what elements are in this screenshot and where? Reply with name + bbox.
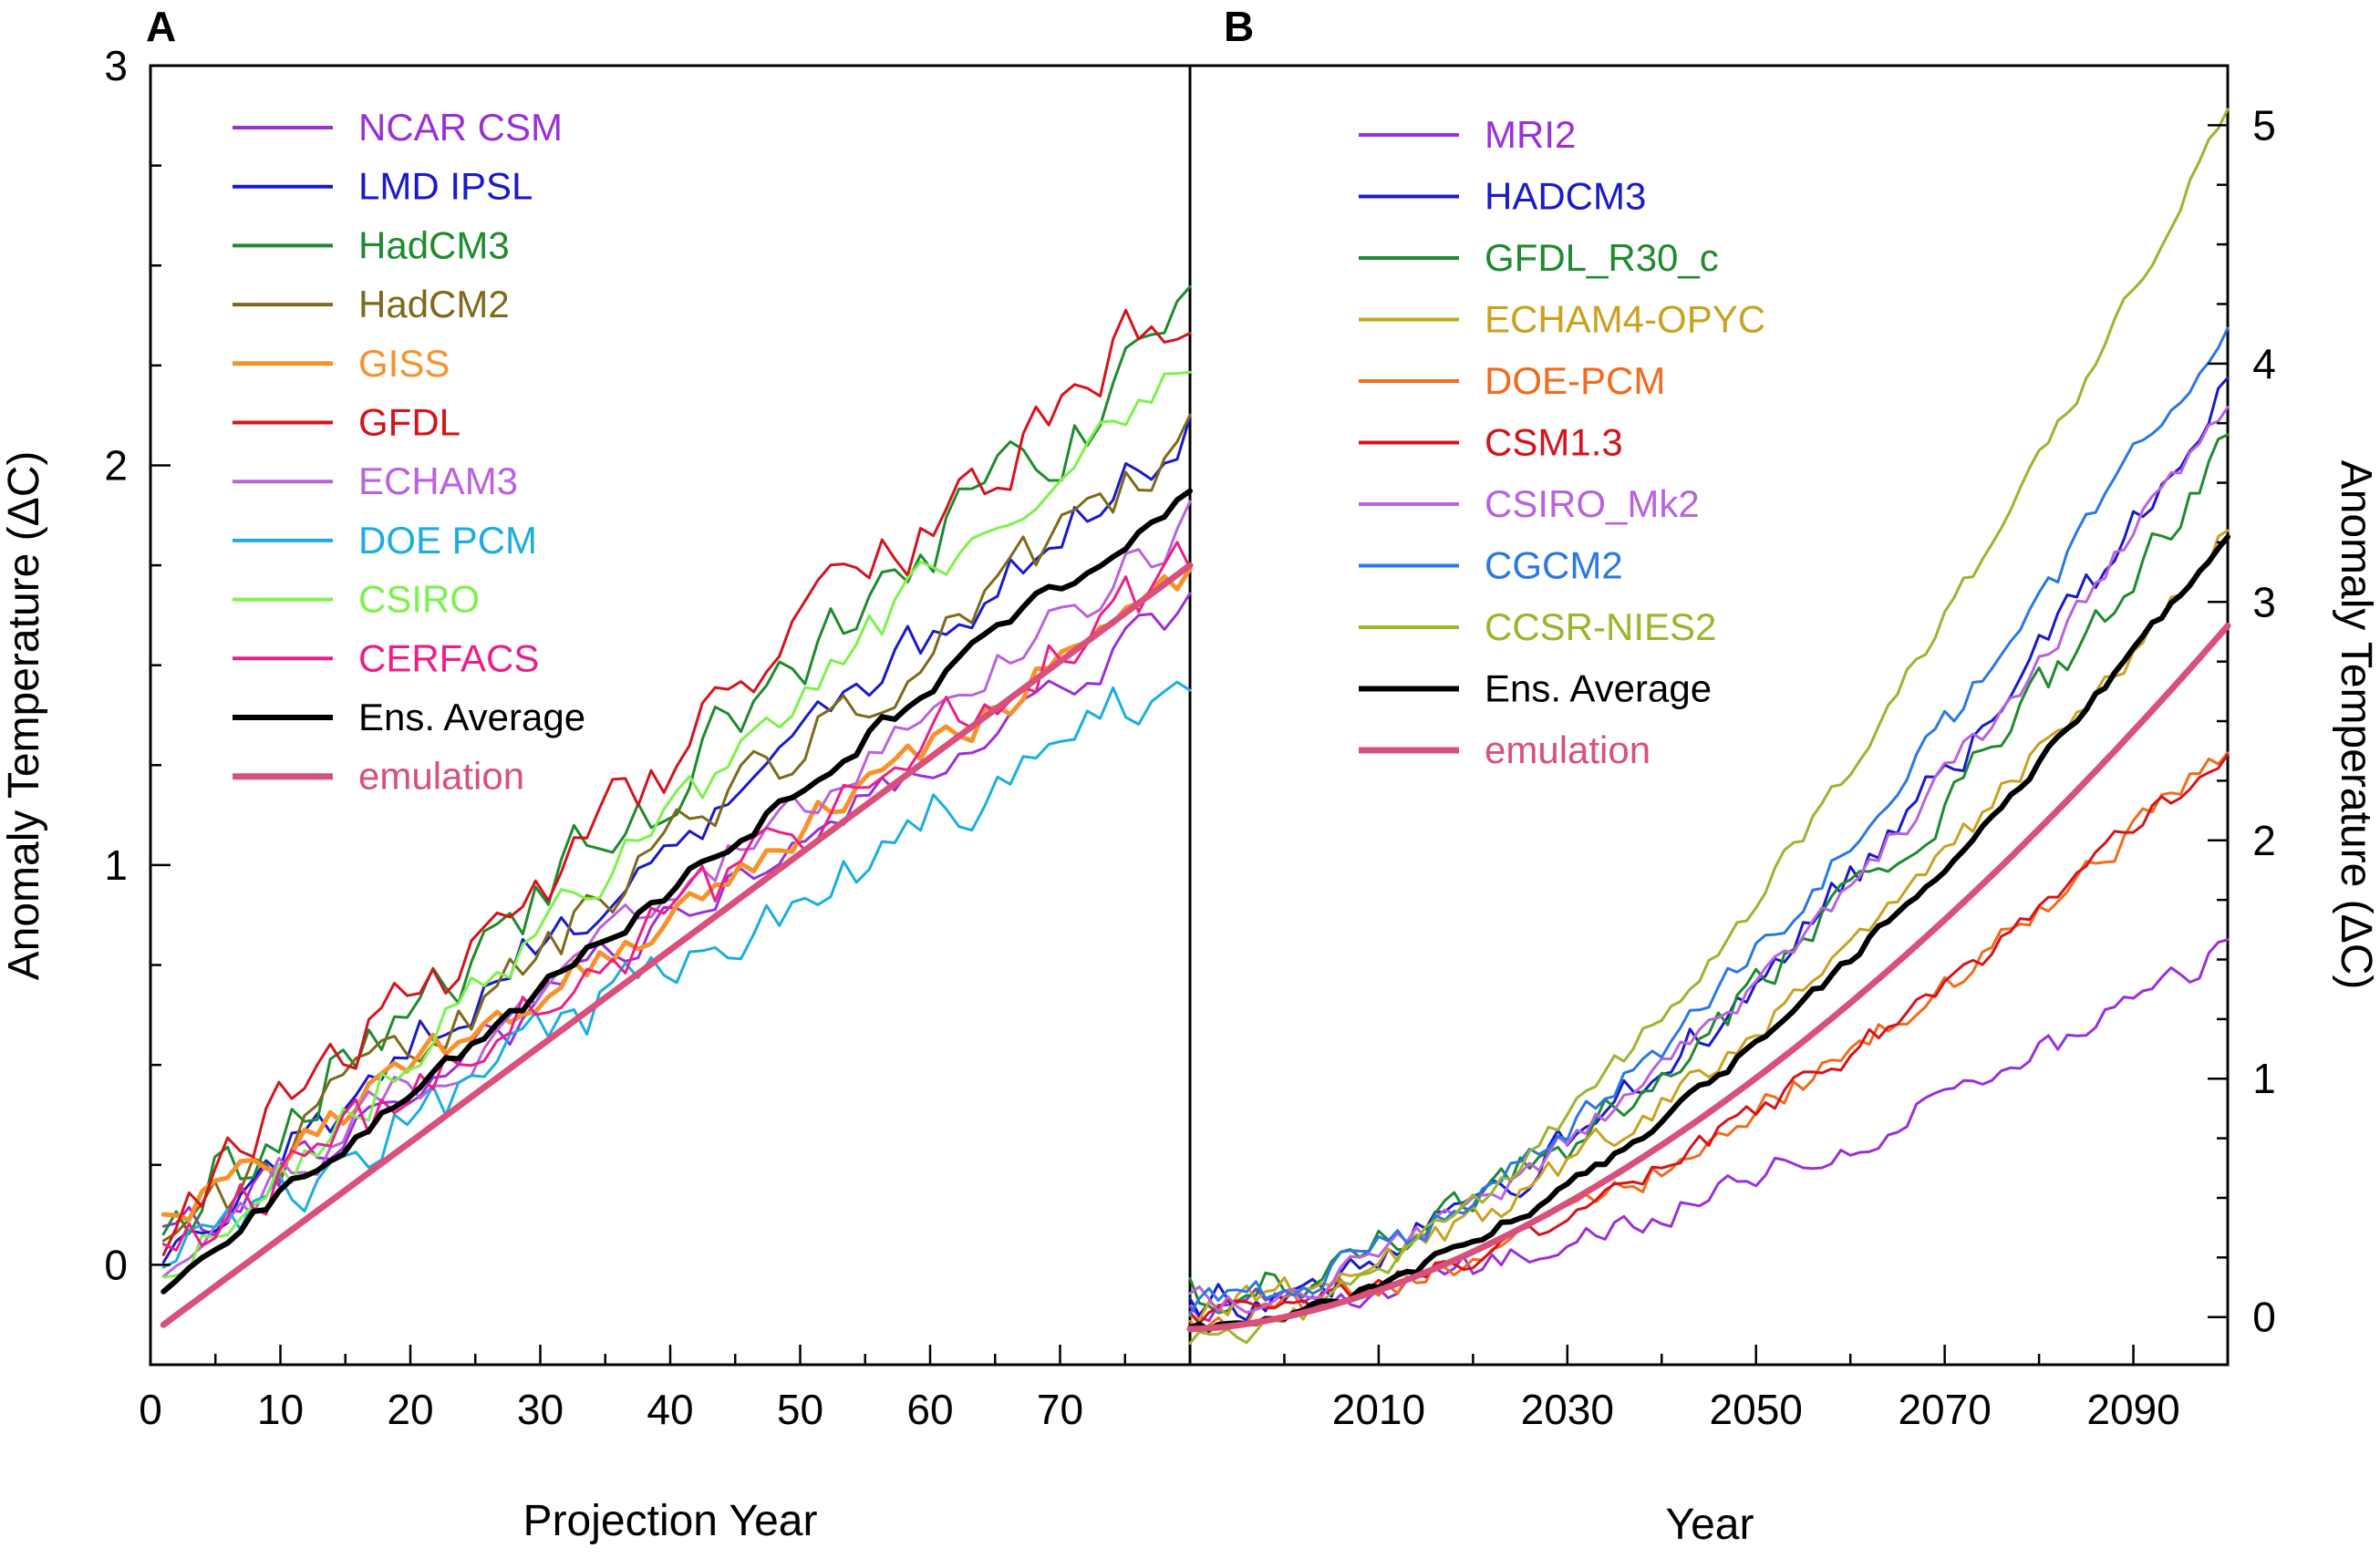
legend-label: MRI2 xyxy=(1485,113,1576,156)
legend-label: HadCM2 xyxy=(358,283,510,325)
y-tick-label: 2 xyxy=(2252,817,2276,864)
series-line-echam4-opyc xyxy=(1188,529,2230,1321)
legend-label: CCSR-NIES2 xyxy=(1485,605,1716,648)
y-tick-label: 5 xyxy=(2252,101,2276,149)
y-tick-label: 0 xyxy=(104,1241,128,1288)
legend-label: Ens. Average xyxy=(1485,667,1712,710)
series-line-emulation xyxy=(160,562,1194,1328)
series-layer xyxy=(160,108,2231,1346)
legend-label: HADCM3 xyxy=(1485,175,1646,218)
y-tick-label: 0 xyxy=(2252,1294,2276,1341)
legend-label: CSIRO_Mk2 xyxy=(1485,482,1700,525)
x-tick-label: 0 xyxy=(139,1386,162,1433)
series-line-ens-average xyxy=(1187,534,2230,1333)
panel-a-y-axis-title: Anomaly Temperature (ΔC) xyxy=(0,451,48,981)
series-line-csiro xyxy=(161,370,1192,1279)
legend-label: CSM1.3 xyxy=(1485,421,1623,464)
series-line-mri2 xyxy=(1188,938,2230,1323)
series-line-gfdl xyxy=(161,308,1192,1256)
series-line-csm1-3 xyxy=(1188,753,2230,1326)
y-tick-label: 1 xyxy=(2252,1055,2276,1102)
x-tick-label: 2090 xyxy=(2086,1386,2179,1433)
x-tick-label: 70 xyxy=(1037,1386,1083,1433)
panel-b-y-axis-title: Anomaly Temperature (ΔC) xyxy=(2332,460,2380,990)
series-line-emulation xyxy=(1186,622,2231,1333)
legend-layer: NCAR CSM LMD IPSL HadCM3 HadCM2 GISS GFDL ECHA… xyxy=(233,106,1765,798)
series-line-lmd-ipsl xyxy=(161,416,1192,1264)
legend-label: DOE PCM xyxy=(358,519,537,562)
legend-label: Ens. Average xyxy=(358,696,585,738)
legend-label: LMD IPSL xyxy=(358,165,533,208)
legend-label: CSIRO xyxy=(358,578,480,621)
x-tick-label: 60 xyxy=(906,1386,953,1433)
legend-label: ECHAM3 xyxy=(358,459,518,502)
series-line-hadcm3 xyxy=(1188,377,2230,1322)
series-line-gfdl-r30-c xyxy=(1188,433,2230,1315)
legend-label: emulation xyxy=(358,755,524,798)
x-tick-label: 2030 xyxy=(1521,1386,1614,1433)
y-tick-label: 4 xyxy=(2252,340,2276,387)
y-tick-label: 3 xyxy=(2252,578,2276,625)
series-line-doe-pcm xyxy=(1188,751,2230,1333)
legend-label: GFDL xyxy=(358,401,460,444)
x-tick-label: 10 xyxy=(257,1386,304,1433)
x-tick-label: 50 xyxy=(777,1386,823,1433)
legend-label: GISS xyxy=(358,342,450,385)
x-tick-label: 2070 xyxy=(1898,1386,1991,1433)
y-tick-label: 2 xyxy=(104,441,128,489)
series-line-ens-average xyxy=(160,488,1193,1295)
panel-b-letter: B xyxy=(1224,3,1254,50)
series-line-ccsr-nies2 xyxy=(1188,108,2230,1346)
legend-label: NCAR CSM xyxy=(358,106,563,149)
legend-label: GFDL_R30_c xyxy=(1485,236,1719,279)
series-line-hadcm3 xyxy=(161,285,1192,1236)
x-tick-label: 2050 xyxy=(1710,1386,1803,1433)
series-line-csiro-mk2 xyxy=(1188,406,2230,1315)
panel-b-x-axis-title: Year xyxy=(1666,1501,1754,1549)
panel-a-letter: A xyxy=(146,3,176,50)
x-tick-label: 2010 xyxy=(1332,1386,1425,1433)
series-line-hadcm2 xyxy=(161,413,1192,1243)
panel-b-frame xyxy=(1188,64,2230,1367)
legend-label: DOE-PCM xyxy=(1485,359,1665,402)
legend-label: CGCM2 xyxy=(1485,544,1623,587)
x-tick-label: 30 xyxy=(517,1386,564,1433)
y-tick-label: 1 xyxy=(104,841,128,889)
x-tick-label: 20 xyxy=(387,1386,433,1433)
legend-label: emulation xyxy=(1485,728,1650,771)
series-line-giss xyxy=(160,566,1193,1223)
legend-label: HadCM3 xyxy=(358,223,510,266)
legend-label: ECHAM4-OPYC xyxy=(1485,298,1765,341)
x-tick-label: 40 xyxy=(647,1386,693,1433)
series-line-cerfacs xyxy=(161,541,1192,1252)
series-line-doe-pcm xyxy=(161,680,1192,1269)
legend-label: CERFACS xyxy=(358,636,539,679)
y-tick-label: 3 xyxy=(104,42,128,89)
panel-a-x-axis-title: Projection Year xyxy=(523,1497,818,1545)
series-line-cgcm2 xyxy=(1188,326,2230,1316)
